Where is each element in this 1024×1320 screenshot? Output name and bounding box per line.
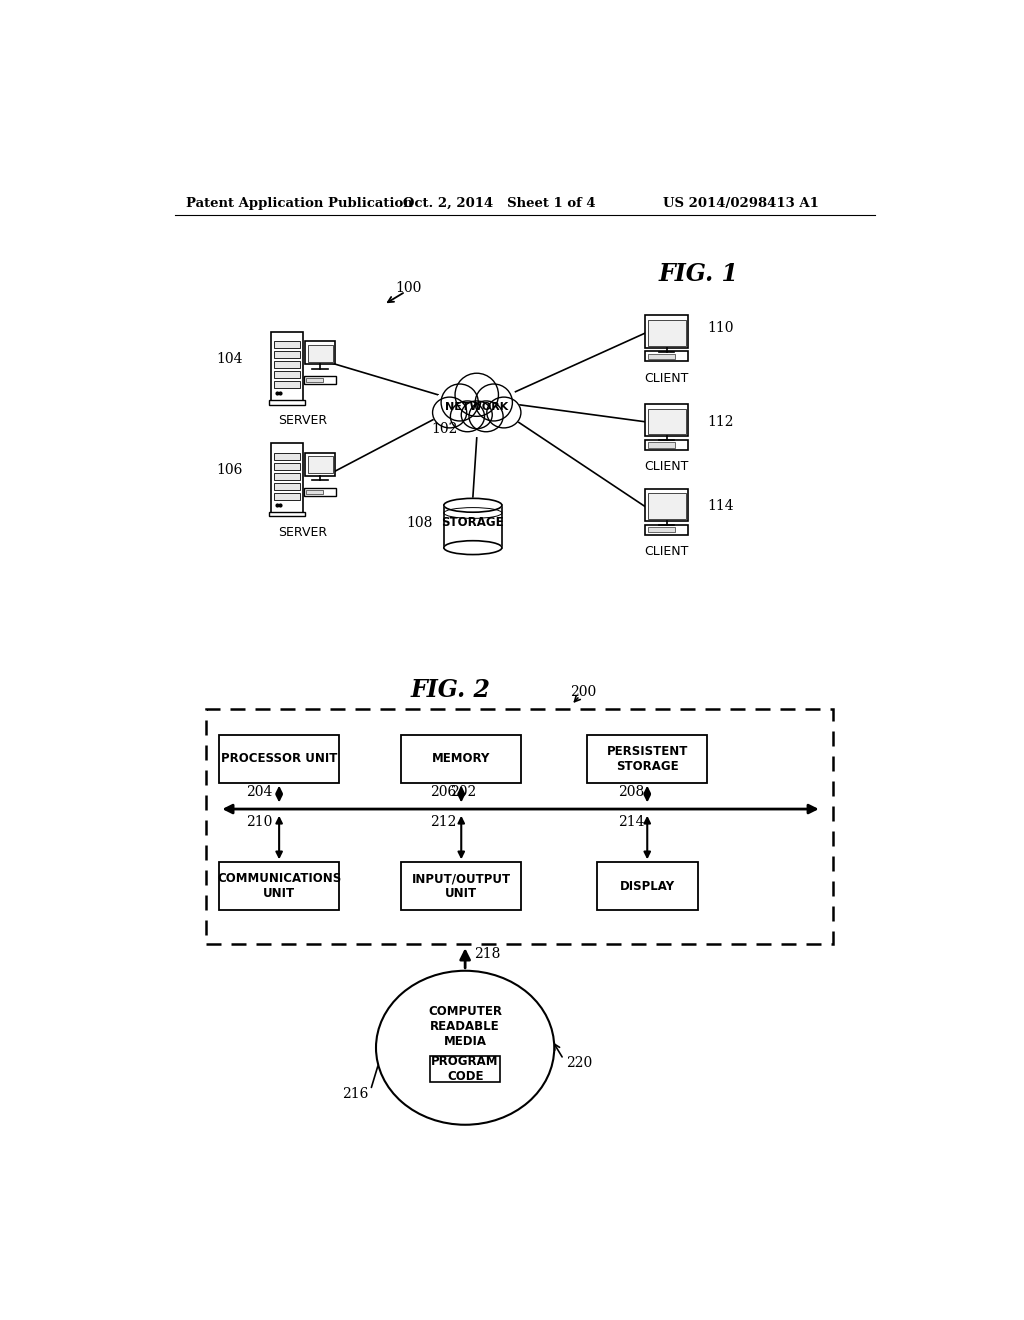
FancyBboxPatch shape [645,440,688,450]
Text: 108: 108 [407,516,432,529]
Ellipse shape [443,541,502,554]
Text: 110: 110 [707,321,733,335]
FancyBboxPatch shape [645,488,688,521]
Ellipse shape [376,970,554,1125]
Text: FIG. 1: FIG. 1 [658,261,739,286]
Text: 202: 202 [450,785,476,799]
FancyBboxPatch shape [306,490,324,494]
Text: COMMUNICATIONS
UNIT: COMMUNICATIONS UNIT [217,873,341,900]
FancyBboxPatch shape [304,488,337,496]
Text: DISPLAY: DISPLAY [620,879,675,892]
Ellipse shape [469,401,503,432]
FancyBboxPatch shape [273,473,300,480]
Text: CLIENT: CLIENT [644,461,689,474]
Text: 104: 104 [216,351,243,366]
Text: CLIENT: CLIENT [644,545,689,558]
Text: INPUT/OUTPUT
UNIT: INPUT/OUTPUT UNIT [412,873,511,900]
Text: PROCESSOR UNIT: PROCESSOR UNIT [221,752,337,766]
FancyBboxPatch shape [597,862,697,909]
Ellipse shape [461,401,493,429]
Text: 206: 206 [430,785,457,799]
Text: 204: 204 [246,785,272,799]
FancyBboxPatch shape [438,395,515,422]
FancyBboxPatch shape [647,442,675,447]
Text: MEMORY: MEMORY [432,752,490,766]
Text: 210: 210 [246,816,272,829]
Text: SERVER: SERVER [278,414,327,428]
Text: PERSISTENT
STORAGE: PERSISTENT STORAGE [606,744,688,774]
FancyBboxPatch shape [647,527,675,532]
FancyBboxPatch shape [273,351,300,358]
Text: 216: 216 [342,1086,369,1101]
FancyBboxPatch shape [430,1056,500,1082]
Ellipse shape [451,401,484,432]
Text: 100: 100 [395,281,422,294]
FancyBboxPatch shape [270,331,303,401]
FancyBboxPatch shape [645,524,688,535]
FancyBboxPatch shape [305,453,335,475]
Text: 214: 214 [617,816,644,829]
FancyBboxPatch shape [273,492,300,500]
FancyBboxPatch shape [206,709,834,944]
FancyBboxPatch shape [273,453,300,459]
Text: SERVER: SERVER [278,525,327,539]
FancyBboxPatch shape [443,506,502,548]
FancyBboxPatch shape [587,735,708,783]
FancyBboxPatch shape [306,378,324,383]
Text: 220: 220 [566,1056,592,1071]
FancyBboxPatch shape [273,342,300,348]
Text: 102: 102 [432,422,458,437]
Text: 114: 114 [707,499,733,513]
Text: Patent Application Publication: Patent Application Publication [186,197,413,210]
FancyBboxPatch shape [273,381,300,388]
FancyBboxPatch shape [647,409,686,434]
Text: Oct. 2, 2014   Sheet 1 of 4: Oct. 2, 2014 Sheet 1 of 4 [403,197,596,210]
FancyBboxPatch shape [305,341,335,364]
FancyBboxPatch shape [273,483,300,490]
Text: 106: 106 [216,463,243,478]
Ellipse shape [455,374,499,416]
Text: 218: 218 [474,948,501,961]
Text: CLIENT: CLIENT [644,372,689,384]
FancyBboxPatch shape [308,345,333,362]
Text: 200: 200 [569,685,596,700]
Text: 112: 112 [707,414,733,429]
Ellipse shape [443,499,502,512]
FancyBboxPatch shape [444,506,501,546]
Ellipse shape [441,384,478,421]
FancyBboxPatch shape [647,494,686,519]
FancyBboxPatch shape [273,463,300,470]
Text: STORAGE: STORAGE [441,516,504,529]
Text: PROGRAM
CODE: PROGRAM CODE [431,1055,499,1084]
FancyBboxPatch shape [645,404,688,437]
FancyBboxPatch shape [273,371,300,379]
Text: US 2014/0298413 A1: US 2014/0298413 A1 [663,197,818,210]
FancyBboxPatch shape [219,735,339,783]
FancyBboxPatch shape [645,315,688,348]
Ellipse shape [432,397,467,428]
Text: 212: 212 [430,816,457,829]
FancyBboxPatch shape [647,321,686,346]
Text: NETWORK: NETWORK [445,403,508,412]
FancyBboxPatch shape [401,862,521,909]
Text: FIG. 2: FIG. 2 [411,677,490,702]
FancyBboxPatch shape [219,862,339,909]
Ellipse shape [475,384,512,421]
Text: COMPUTER
READABLE
MEDIA: COMPUTER READABLE MEDIA [428,1005,502,1048]
FancyBboxPatch shape [270,444,303,512]
FancyBboxPatch shape [269,512,305,516]
FancyBboxPatch shape [401,735,521,783]
FancyBboxPatch shape [269,400,305,405]
Ellipse shape [486,397,521,428]
FancyBboxPatch shape [304,376,337,384]
FancyBboxPatch shape [647,354,675,359]
FancyBboxPatch shape [645,351,688,362]
Text: 208: 208 [617,785,644,799]
FancyBboxPatch shape [308,457,333,474]
FancyBboxPatch shape [273,362,300,368]
